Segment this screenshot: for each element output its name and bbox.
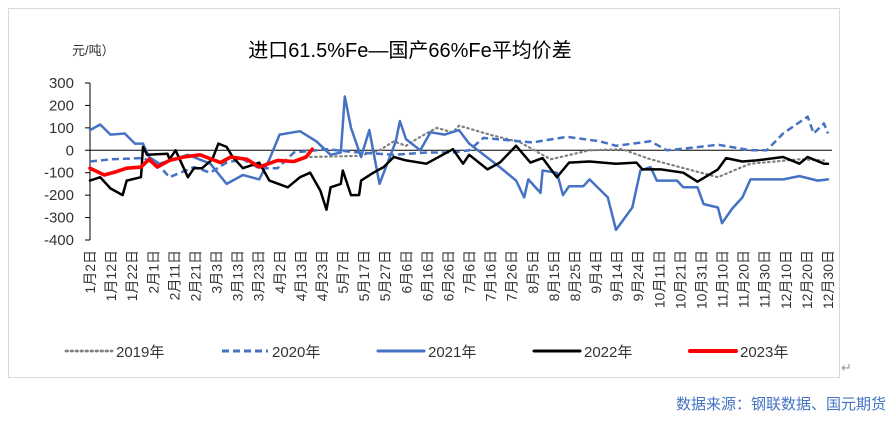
- x-tick-label: 5月17日: [356, 250, 372, 301]
- series-line-2020: [89, 115, 830, 179]
- chart-title: 进口61.5%Fe—国产66%Fe平均价差: [248, 39, 571, 62]
- x-tick-label: 4月2日: [272, 250, 288, 294]
- series-line-2021: [88, 95, 830, 232]
- x-tick-label: 11月20日: [736, 250, 752, 308]
- y-tick-label: 200: [49, 97, 74, 114]
- x-tick-label: 7月6日: [462, 250, 478, 294]
- y-tick-label: 0: [66, 142, 74, 159]
- legend-label: 2020年: [272, 344, 320, 361]
- x-tick-label: 6月26日: [440, 250, 456, 301]
- x-tick-label: 5月7日: [335, 250, 351, 294]
- x-tick-label: 7月26日: [504, 250, 520, 301]
- paragraph-mark: ↵: [841, 360, 852, 375]
- x-tick-label: 12月10日: [778, 250, 794, 309]
- x-tick-label: 2月1日: [145, 250, 161, 294]
- x-tick-label: 8月15日: [546, 250, 562, 301]
- legend-label: 2022年: [584, 344, 632, 361]
- x-tick-label: 9月24日: [630, 250, 646, 301]
- x-tick-label: 9月14日: [609, 250, 625, 301]
- x-tick-label: 4月13日: [293, 250, 309, 301]
- series-line-2023: [88, 147, 314, 177]
- data-source: 数据来源：钢联数据、国元期货: [675, 396, 886, 413]
- y-tick-label: -100: [44, 165, 74, 182]
- x-tick-label: 10月31日: [693, 250, 709, 309]
- x-tick-label: 1月2日: [82, 250, 98, 294]
- x-tick-label: 3月3日: [209, 250, 225, 294]
- y-tick-label: -200: [44, 187, 74, 204]
- x-tick-label: 8月5日: [525, 250, 541, 294]
- x-tick-label: 6月16日: [419, 250, 435, 301]
- y-tick-label: -400: [44, 232, 74, 249]
- chart-frame: [8, 8, 840, 378]
- x-tick-label: 12月30日: [820, 250, 836, 309]
- y-axis-unit: 元/吨）: [72, 43, 115, 58]
- x-tick-label: 11月10日: [715, 250, 731, 308]
- x-tick-label: 7月16日: [483, 250, 499, 301]
- x-tick-label: 6月6日: [398, 250, 414, 294]
- x-tick-label: 4月23日: [314, 250, 330, 301]
- x-tick-label: 1月22日: [124, 250, 140, 301]
- y-tick-label: -300: [44, 210, 74, 227]
- y-tick-label: 300: [49, 75, 74, 92]
- legend-label: 2023年: [740, 344, 788, 361]
- x-tick-label: 12月20日: [799, 250, 815, 309]
- x-tick-label: 8月25日: [567, 250, 583, 301]
- x-tick-label: 10月21日: [672, 250, 688, 309]
- x-tick-label: 1月12日: [103, 250, 119, 301]
- x-tick-label: 3月13日: [230, 250, 246, 301]
- series-line-2019: [309, 124, 825, 179]
- legend-label: 2019年: [116, 344, 164, 361]
- x-tick-label: 11月30日: [757, 250, 773, 308]
- x-tick-label: 3月23日: [251, 250, 267, 301]
- legend-label: 2021年: [428, 344, 476, 361]
- x-tick-label: 5月27日: [377, 250, 393, 301]
- x-tick-label: 10月11日: [651, 250, 667, 308]
- x-tick-label: 9月4日: [588, 250, 604, 294]
- x-tick-label: 2月11日: [166, 250, 182, 300]
- x-tick-label: 2月21日: [187, 250, 203, 301]
- y-tick-label: 100: [49, 120, 74, 137]
